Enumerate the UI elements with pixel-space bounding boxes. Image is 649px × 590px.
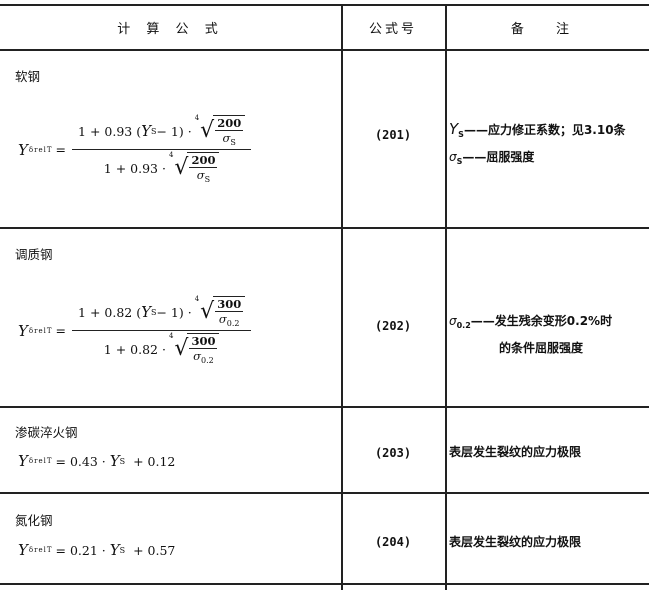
root-denominator-sub: S — [230, 138, 236, 147]
remark-symbol-sub: 0.2 — [456, 321, 471, 330]
column-divider — [445, 4, 447, 590]
remark-symbol: σ — [449, 314, 457, 328]
row-divider — [0, 406, 649, 408]
numerator-text: − 1) · — [156, 304, 192, 320]
root-index: 4 — [194, 114, 200, 122]
ys-symbol: Y — [109, 541, 120, 559]
remark-symbol: Y — [449, 120, 459, 138]
fraction: 1 + 0.93 (Y S − 1) · 4 √ 200 σS 1 + 0.93 · 4… — [72, 115, 252, 184]
root-index: 4 — [168, 151, 174, 159]
row-divider — [0, 227, 649, 229]
root-denominator-sub: 0.2 — [201, 356, 214, 365]
root-denominator-sub: S — [204, 175, 211, 184]
remark: 表层发生裂纹的应力极限 — [449, 445, 582, 459]
root-denominator: σ — [193, 349, 201, 363]
formula-number: (202) — [374, 319, 412, 333]
numerator-text: − 1) · — [156, 123, 192, 139]
remark-text: 的条件屈服强度 — [499, 341, 584, 355]
remark-text: ——屈服强度 — [462, 150, 535, 164]
root-index: 4 — [194, 295, 200, 303]
lhs-subscript: δrelT — [28, 145, 53, 154]
root-denominator: σ — [218, 312, 227, 326]
remark-symbol: σ — [449, 150, 457, 164]
remark-symbol-sub: S — [456, 157, 463, 166]
lhs-symbol: Y — [18, 321, 28, 340]
ys-subscript: S — [119, 456, 126, 466]
lhs-symbol: Y — [18, 140, 28, 159]
numerator-text: 1 + 0.93 ( — [78, 123, 142, 139]
material-label: 软钢 — [15, 69, 41, 84]
table-bottom-rule — [0, 583, 649, 585]
remark-symbol-sub: S — [458, 130, 464, 139]
lhs-symbol: Y — [18, 452, 28, 470]
ys-subscript: S — [150, 126, 157, 136]
ys-symbol: Y — [109, 452, 120, 470]
fraction: 1 + 0.82 (Y S − 1) · 4 √ 300 σ0.2 1 + 0.82 ·… — [72, 296, 252, 365]
remark-text: ——发生残余变形0.2%时 — [470, 314, 613, 328]
root-index: 4 — [168, 332, 174, 340]
column-divider — [341, 4, 343, 590]
root-numerator: 300 — [189, 334, 218, 349]
formula-number: (204) — [374, 535, 412, 549]
denominator-text: 1 + 0.93 · — [103, 160, 166, 176]
equals: = — [55, 142, 67, 157]
radical-icon: 4 √ 300 σ0.2 — [169, 333, 220, 365]
root-denominator: σ — [222, 131, 231, 145]
radical-icon: 4 √ 200 σS — [169, 152, 220, 184]
denominator-text: 1 + 0.82 · — [103, 341, 166, 357]
root-numerator: 300 — [215, 297, 244, 312]
lhs-subscript: δrelT — [28, 546, 53, 554]
equals: = — [55, 323, 67, 338]
row-divider — [0, 492, 649, 494]
material-label: 渗碳淬火钢 — [15, 425, 78, 440]
radical-icon: 4 √ 200 σS — [195, 115, 246, 147]
rhs-text: + 0.12 — [133, 453, 176, 469]
root-denominator-sub: 0.2 — [226, 319, 240, 328]
remark-text: ——应力修正系数；见3.10条 — [463, 123, 626, 137]
root-numerator: 200 — [189, 153, 218, 168]
remark: 表层发生裂纹的应力极限 — [449, 535, 582, 549]
ys-subscript: S — [150, 307, 157, 317]
ys-symbol: Y — [141, 122, 151, 140]
remark: σ0.2——发生残余变形0.2%时 的条件屈服强度 — [449, 310, 612, 359]
lhs-subscript: δrelT — [28, 326, 53, 335]
table-top-rule — [0, 4, 649, 6]
formula-number: (203) — [374, 446, 412, 460]
header-formula: 计 算 公 式 — [117, 22, 224, 37]
header-remark: 备 注 — [510, 22, 584, 37]
material-label: 调质钢 — [15, 247, 53, 262]
formula-number: (201) — [374, 128, 412, 142]
rhs-text: + 0.57 — [133, 542, 176, 558]
ys-symbol: Y — [141, 303, 151, 321]
lhs-subscript: δrelT — [28, 457, 53, 465]
rhs-text: = 0.43 · — [55, 453, 106, 469]
numerator-text: 1 + 0.82 ( — [78, 304, 142, 320]
radical-icon: 4 √ 300 σ0.2 — [195, 296, 246, 328]
root-numerator: 200 — [215, 116, 244, 131]
ys-subscript: S — [119, 545, 126, 555]
header-number: 公式号 — [368, 22, 417, 37]
header-rule — [0, 49, 649, 51]
root-denominator: σ — [196, 168, 205, 182]
lhs-symbol: Y — [18, 541, 28, 559]
remark: YS——应力修正系数；见3.10条 σS——屈服强度 — [449, 118, 626, 173]
material-label: 氮化钢 — [15, 513, 53, 528]
rhs-text: = 0.21 · — [55, 542, 106, 558]
